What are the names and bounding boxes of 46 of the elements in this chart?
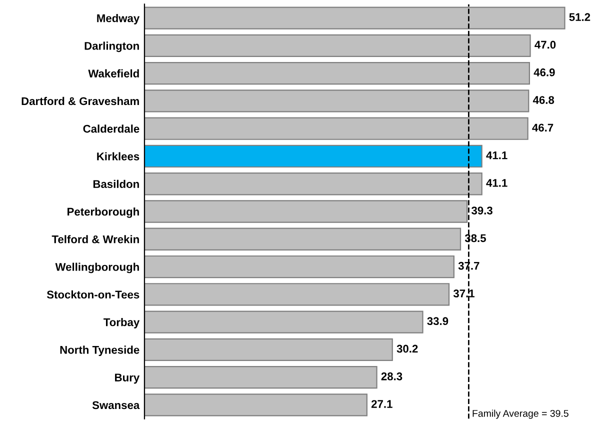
bar: [144, 310, 424, 334]
data-label: 37.7: [458, 262, 480, 270]
data-label: 46.8: [532, 96, 554, 104]
data-label: 27.1: [371, 400, 392, 408]
y-tick-label: Darlington: [84, 42, 139, 52]
y-tick-label: Wellingborough: [55, 262, 139, 274]
data-label: 39.3: [471, 206, 492, 214]
data-label: 41.1: [486, 179, 508, 187]
y-tick-label: Basildon: [93, 180, 139, 188]
bar: [144, 338, 393, 362]
bar: [144, 117, 528, 140]
y-tick-label: Peterborough: [68, 207, 139, 218]
bar: [144, 394, 368, 416]
y-tick-label: Calderdale: [83, 124, 140, 133]
data-label: 46.7: [532, 124, 554, 132]
bar: [144, 34, 531, 58]
data-label: 38.5: [464, 234, 486, 242]
ref-line-label: Family Average = 39.5: [472, 410, 568, 419]
bar: [144, 144, 482, 168]
y-tick-label: Torbay: [104, 318, 140, 328]
y-tick-label: Dartford & Gravesham: [22, 96, 139, 106]
bar: [144, 255, 454, 278]
y-tick-label: Swansea: [92, 401, 140, 410]
y-tick-label: Medway: [97, 14, 140, 24]
bar: [144, 62, 530, 85]
bar: [144, 172, 482, 196]
data-label: 37.1: [453, 290, 474, 298]
data-label: 33.9: [427, 317, 448, 326]
y-tick-label: Stockton-on-Tees: [46, 290, 140, 299]
y-tick-label: Wakefield: [88, 69, 139, 78]
bar: [144, 366, 378, 389]
bar: [144, 90, 530, 112]
data-label: 28.3: [381, 372, 402, 380]
data-label: 51.2: [569, 13, 590, 22]
bar: [144, 6, 566, 30]
y-tick-label: Telford & Wrekin: [52, 235, 139, 244]
y-tick-label: North Tyneside: [60, 346, 140, 356]
y-tick-label: Kirklees: [97, 152, 140, 160]
data-label: 30.2: [396, 344, 418, 353]
data-label: 41.1: [486, 151, 508, 160]
bar: [144, 283, 450, 306]
y-tick-label: Bury: [115, 374, 140, 384]
bar: [144, 200, 468, 223]
bar: [144, 228, 462, 250]
data-label: 46.9: [534, 68, 555, 76]
data-label: 47.0: [534, 40, 556, 49]
